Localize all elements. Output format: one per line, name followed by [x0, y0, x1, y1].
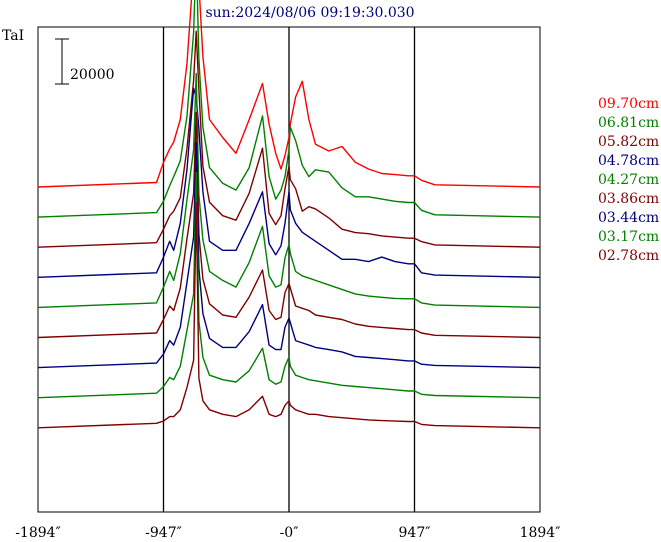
legend-entry: 04.27cm — [598, 172, 659, 188]
x-tick-label: 947″ — [399, 525, 431, 541]
series-line-03-17cm — [37, 172, 541, 399]
series-lines — [37, 0, 541, 429]
series-line-04-27cm — [37, 72, 541, 309]
x-ticks: -1894″ -947″ -0″ 947″ 1894″ — [15, 525, 560, 541]
legend-entry: 03.44cm — [598, 210, 659, 226]
x-tick-label: -1894″ — [15, 525, 61, 541]
legend-entry: 04.78cm — [598, 153, 659, 169]
legend-entry: 05.82cm — [598, 134, 659, 150]
series-line-04-78cm — [37, 87, 541, 278]
x-tick-label: 1894″ — [520, 525, 561, 541]
series-line-05-82cm — [37, 30, 541, 248]
scale-bar-label: 20000 — [70, 67, 115, 83]
legend-entry: 03.17cm — [598, 229, 659, 245]
scale-bar: 20000 — [55, 38, 115, 85]
chart-title: sun:2024/08/06 09:19:30.030 — [205, 5, 414, 21]
series-line-03-86cm — [37, 111, 541, 339]
legend-entry: 09.70cm — [598, 96, 659, 112]
y-axis-label: TaI — [2, 28, 24, 44]
legend-entry: 03.86cm — [598, 191, 659, 207]
series-line-09-70cm — [37, 0, 541, 188]
series-line-02-78cm — [37, 202, 541, 429]
x-tick-label: -947″ — [145, 525, 182, 541]
legend-entry: 06.81cm — [598, 115, 659, 131]
x-tick-label: -0″ — [280, 525, 299, 541]
vertical-guides — [162, 27, 416, 512]
series-line-03-44cm — [37, 141, 541, 369]
legend-entry: 02.78cm — [598, 248, 659, 264]
series-line-06-81cm — [37, 0, 541, 218]
legend: 09.70cm 06.81cm 05.82cm 04.78cm 04.27cm 03.86… — [598, 96, 659, 264]
